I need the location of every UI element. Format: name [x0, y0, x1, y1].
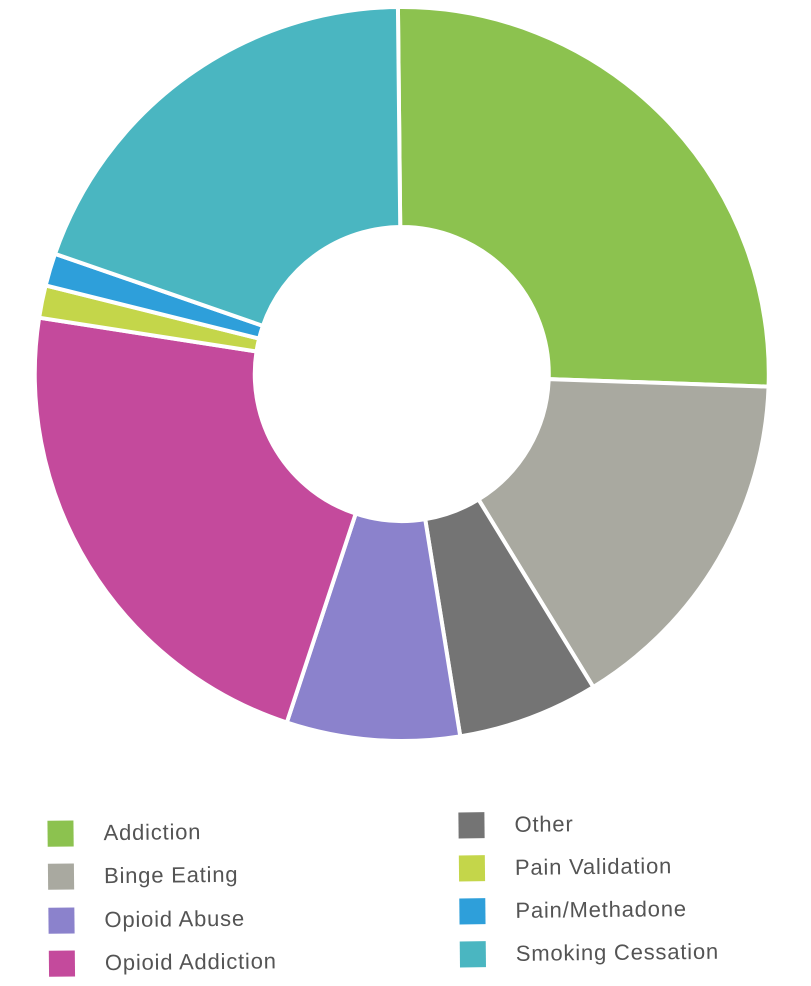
- slice-binge-eating: [476, 377, 771, 690]
- legend-swatch-addiction: [47, 820, 74, 847]
- legend-item-pain-methadone: Pain/Methadone: [459, 894, 687, 926]
- legend-label-opioid-abuse: Opioid Abuse: [104, 905, 246, 933]
- slice-opioid-abuse: [284, 511, 463, 744]
- legend-item-pain-validation: Pain Validation: [458, 851, 673, 883]
- slice-smoking-cessation: [53, 5, 403, 328]
- legend-label-addiction: Addiction: [103, 819, 202, 846]
- legend-item-other: Other: [458, 809, 574, 840]
- donut-chart: [32, 5, 771, 744]
- legend-label-smoking-cessation: Smoking Cessation: [515, 938, 720, 966]
- legend-label-other: Other: [514, 811, 574, 837]
- legend-item-binge-eating: Binge Eating: [47, 860, 239, 892]
- legend-swatch-pain-validation: [458, 855, 486, 882]
- slice-addiction: [395, 5, 771, 389]
- legend-label-binge-eating: Binge Eating: [103, 861, 239, 889]
- legend-swatch-pain-methadone: [459, 898, 486, 925]
- legend-swatch-opioid-addiction: [48, 950, 76, 977]
- legend-swatch-opioid-abuse: [48, 907, 75, 934]
- legend-swatch-binge-eating: [47, 863, 75, 890]
- legend-item-smoking-cessation: Smoking Cessation: [459, 937, 720, 970]
- legend-item-opioid-addiction: Opioid Addiction: [48, 946, 277, 978]
- legend-label-opioid-addiction: Opioid Addiction: [104, 948, 277, 976]
- legend-label-pain-validation: Pain Validation: [514, 853, 673, 880]
- legend-swatch-smoking-cessation: [459, 941, 486, 968]
- legend-label-pain-methadone: Pain/Methadone: [515, 896, 687, 923]
- legend-swatch-other: [458, 812, 485, 839]
- legend-item-opioid-abuse: Opioid Abuse: [48, 904, 245, 936]
- donut-slices: [32, 5, 771, 744]
- slice-opioid-addiction: [32, 315, 358, 725]
- legend-item-addiction: Addiction: [47, 817, 201, 849]
